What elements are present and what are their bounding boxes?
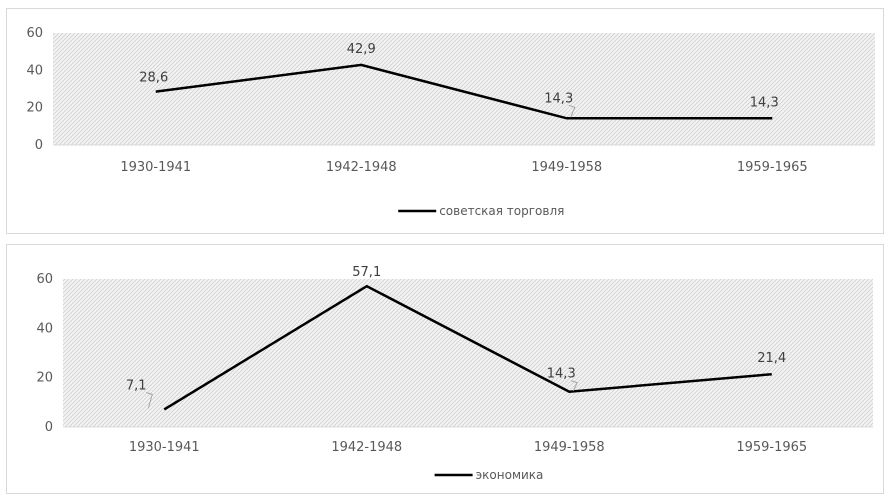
- x-tick-label: 1949-1958: [531, 160, 602, 175]
- data-label: 42,9: [347, 42, 376, 57]
- series-line: [155, 63, 773, 120]
- data-label: 28,6: [139, 71, 168, 86]
- data-label: 14,3: [547, 367, 576, 382]
- data-label: 21,4: [757, 351, 786, 366]
- legend-label: экономика: [476, 468, 544, 482]
- y-tick-label: 40: [36, 321, 53, 336]
- x-tick-label: 1942-1948: [326, 160, 397, 175]
- trade-line-chart: 0 20 40 60 1930-1941 1942-1948 1949-1958 1959-1…: [26, 26, 875, 218]
- data-label-leader: [146, 392, 153, 409]
- data-label: 14,3: [750, 95, 779, 110]
- plot-area: [53, 33, 875, 145]
- y-tick-label: 20: [26, 101, 43, 116]
- y-tick-label: 0: [35, 138, 43, 153]
- legend-label: советская торговля: [439, 204, 564, 218]
- x-tick-label: 1959-1965: [736, 440, 807, 455]
- x-tick-label: 1959-1965: [737, 160, 808, 175]
- data-label: 57,1: [352, 265, 381, 280]
- series-line: [163, 284, 772, 411]
- legend: экономика: [434, 468, 544, 482]
- y-tick-label: 60: [36, 272, 53, 287]
- chart-panel-economy: 0 20 40 60 1930-1941 1942-1948 1949-1958 1959-1…: [6, 244, 884, 494]
- x-tick-label: 1930-1941: [129, 440, 200, 455]
- economy-line-chart: 0 20 40 60 1930-1941 1942-1948 1949-1958 1959-1…: [36, 265, 873, 482]
- y-tick-label: 40: [26, 63, 43, 78]
- legend: советская торговля: [398, 204, 564, 218]
- data-label: 14,3: [544, 91, 573, 106]
- data-label: 7,1: [126, 378, 147, 393]
- y-tick-label: 60: [26, 26, 43, 41]
- y-tick-label: 0: [45, 420, 53, 435]
- x-tick-label: 1949-1958: [534, 440, 605, 455]
- chart-panel-trade: 0 20 40 60 1930-1941 1942-1948 1949-1958 1959-1…: [6, 8, 884, 234]
- plot-area: [63, 279, 873, 427]
- y-tick-label: 20: [36, 371, 53, 386]
- x-tick-label: 1942-1948: [331, 440, 402, 455]
- data-label-leader: [568, 104, 576, 118]
- data-label-leader: [571, 380, 578, 391]
- x-tick-label: 1930-1941: [120, 160, 191, 175]
